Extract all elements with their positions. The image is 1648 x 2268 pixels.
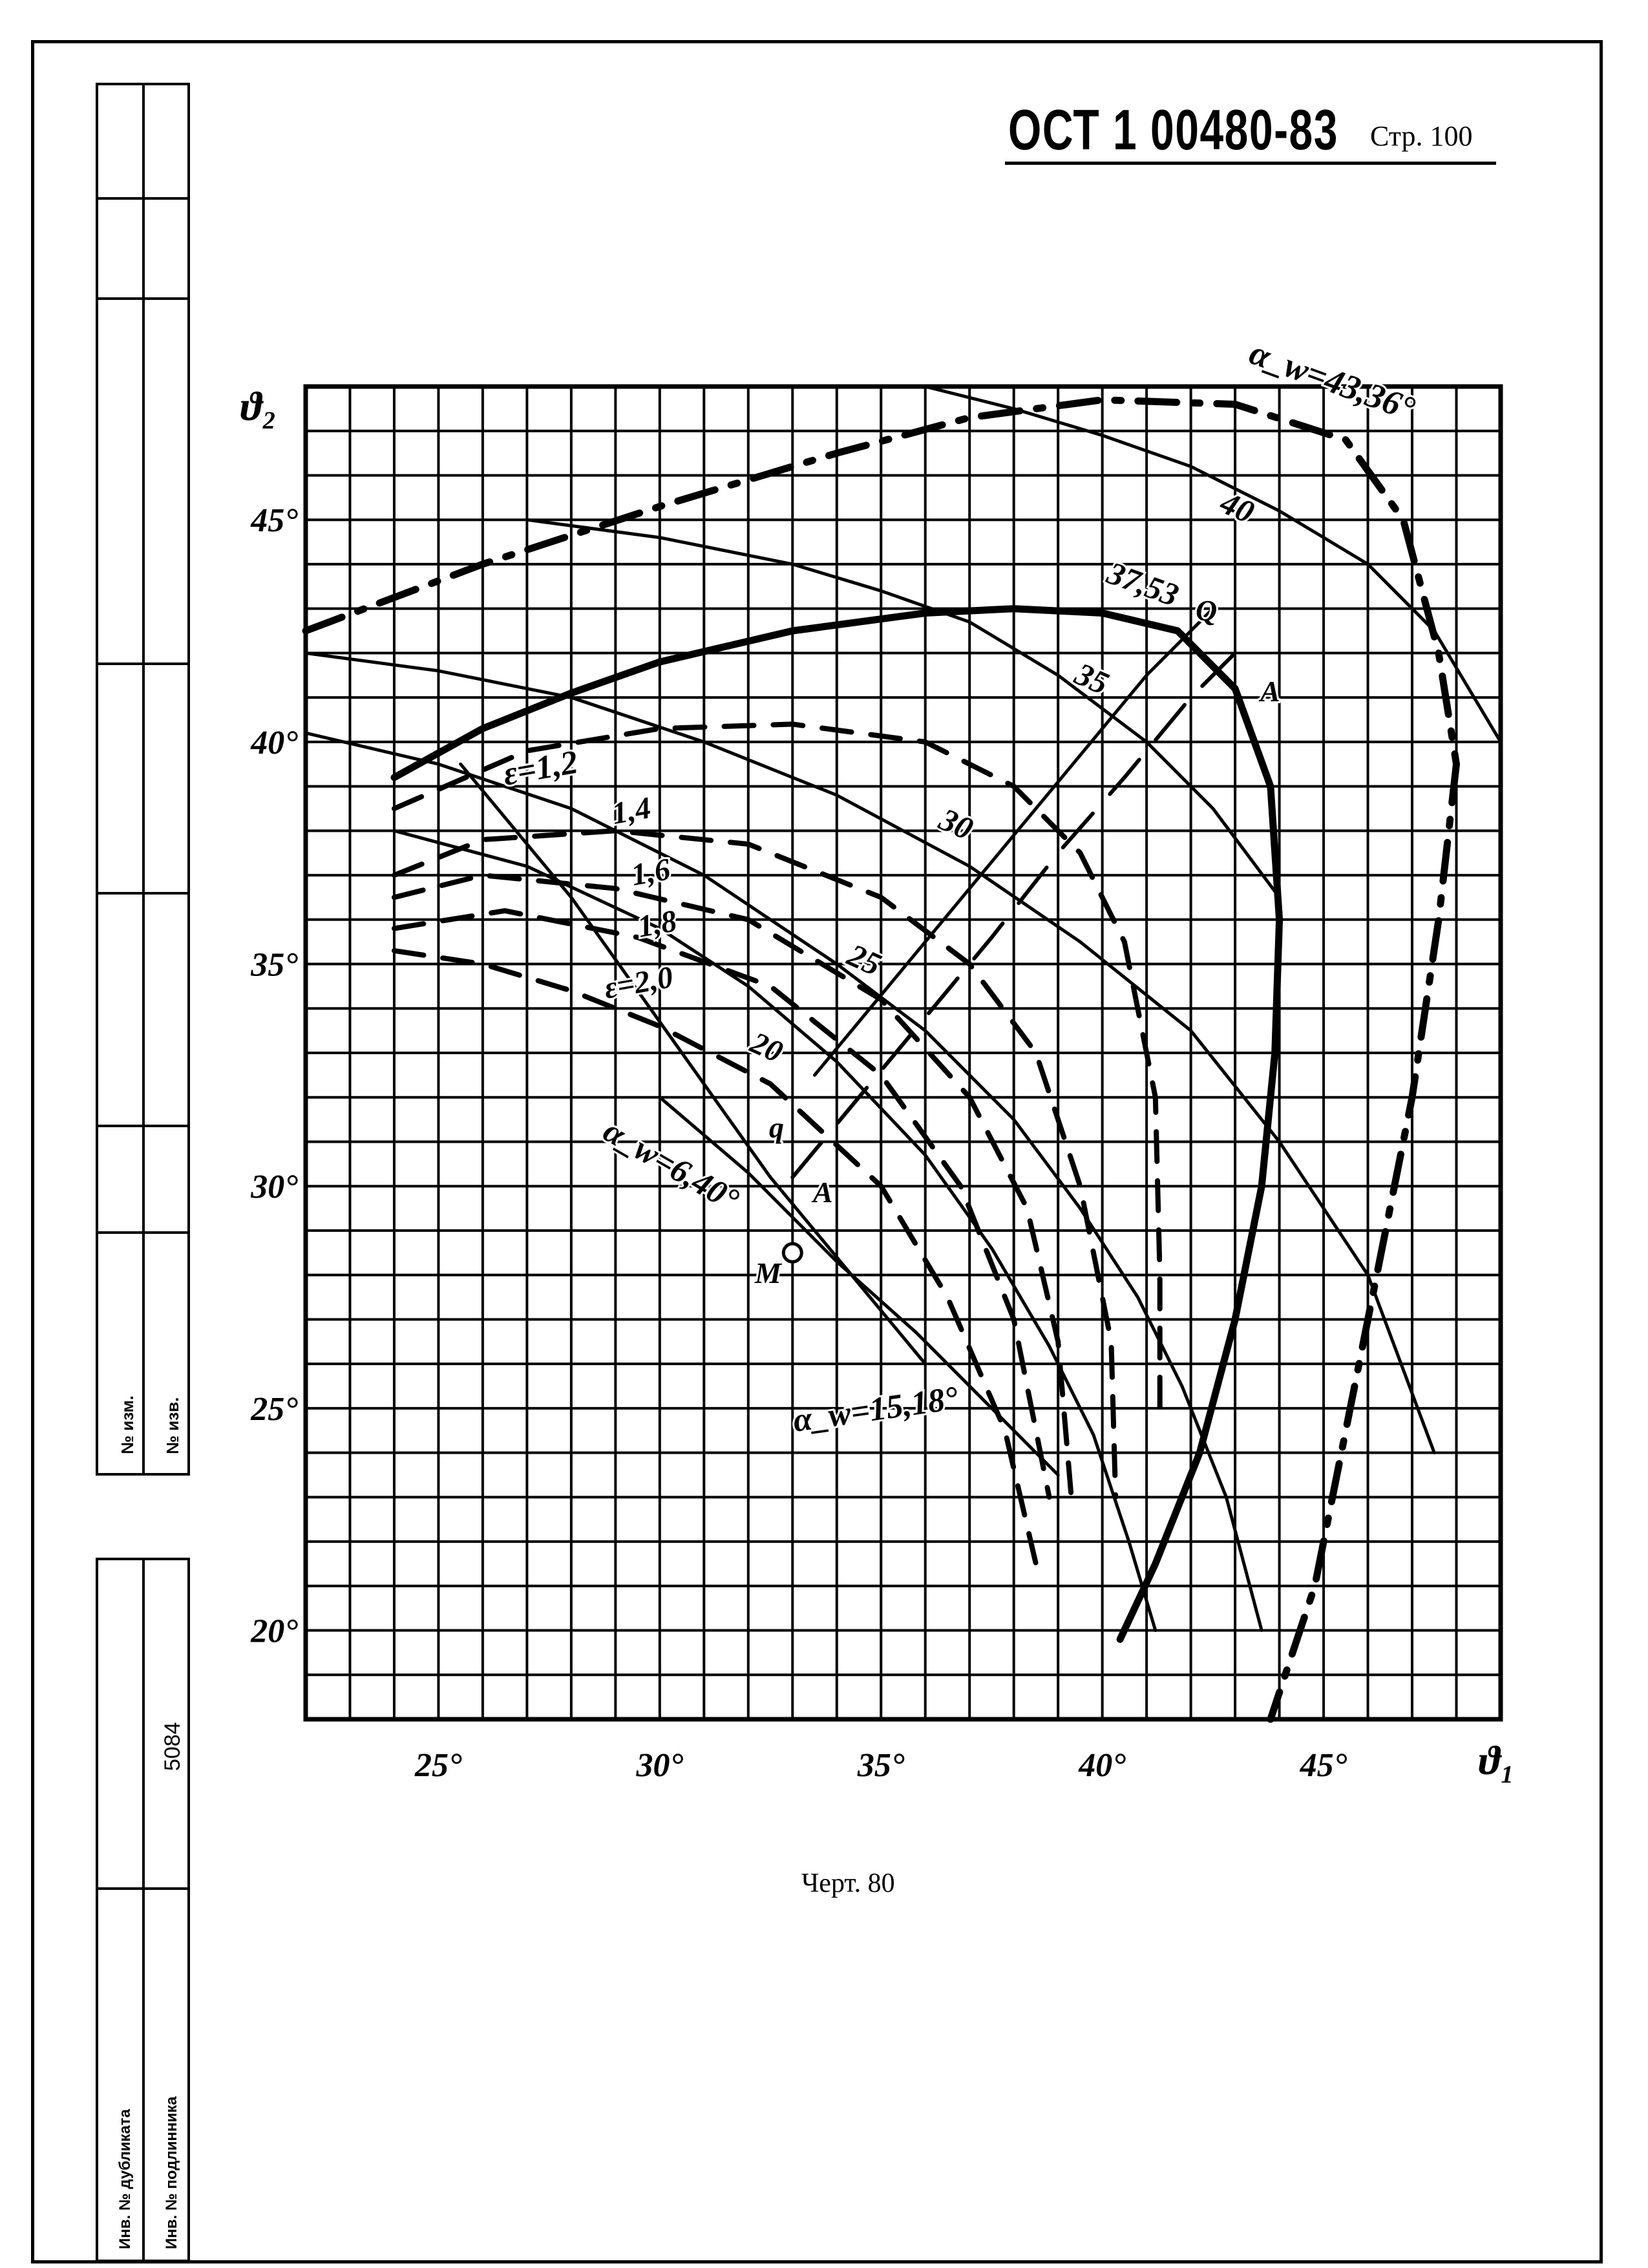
- chart-annotation: A: [1258, 675, 1280, 708]
- stamp-row-line: [96, 662, 190, 665]
- series-line-2: [390, 605, 1284, 924]
- chart-points: [781, 1242, 803, 1264]
- stamp-row-line: [96, 892, 190, 895]
- stamp-row-line: [96, 197, 190, 200]
- chart-annotation: α_w=6,40°: [597, 1112, 745, 1219]
- y-tick-label: 25°: [250, 1391, 298, 1428]
- series-line-4: [924, 385, 1503, 744]
- chart-grid: [304, 385, 1502, 1721]
- chart-annotation: 20: [745, 1025, 788, 1069]
- series-line-8: [392, 829, 1157, 1632]
- chart-annotation: 40: [1215, 483, 1260, 530]
- y-tick-label: 30°: [250, 1169, 298, 1205]
- x-tick-label: 35°: [857, 1747, 905, 1784]
- x-tick-label: 40°: [1078, 1747, 1126, 1784]
- series-line-7: [304, 731, 1263, 1632]
- series-line-14: [813, 607, 1215, 1077]
- series-line-15: [790, 642, 1246, 1180]
- stamp-divider: [142, 83, 145, 1476]
- stamp-row-line: [96, 1887, 190, 1890]
- stamp-divider: [142, 1558, 145, 2262]
- x-tick-labels: 25° 30° 35° 40° 45°: [414, 1747, 1347, 1784]
- header-underline: [1005, 162, 1496, 165]
- point-marker: [781, 1242, 803, 1264]
- sheet-frame: [31, 40, 1603, 2263]
- series-line-12: [392, 908, 1052, 1500]
- series-line-16: [459, 762, 927, 1366]
- figure-caption: Черт. 80: [801, 1869, 895, 1898]
- chart-annotation: 1,4: [609, 790, 653, 831]
- chart-annotation: 1,6: [629, 852, 673, 893]
- stamp-row-line: [96, 1125, 190, 1127]
- series-line-9: [392, 721, 1163, 1411]
- series-line-1: [1267, 760, 1460, 1723]
- series-line-0: [302, 396, 1460, 768]
- chart-series: [302, 385, 1503, 1723]
- series-line-13: [392, 948, 1039, 1567]
- stamp-row-line: [96, 1231, 190, 1234]
- y-axis-label: ϑ₂: [240, 383, 277, 429]
- chart-annotation: q: [769, 1111, 784, 1144]
- chart-annotation: 35: [1070, 655, 1114, 701]
- chart-annotation: Q: [1196, 594, 1217, 627]
- y-tick-label: 20°: [250, 1613, 298, 1650]
- chart-annotation: M: [754, 1256, 783, 1289]
- plot-border: [303, 384, 1503, 1722]
- document-code: ОСТ 1 00480-83: [1008, 98, 1338, 162]
- chart-annotation: 30: [934, 800, 978, 847]
- series-line-3: [1116, 916, 1284, 1643]
- x-tick-label: 25°: [414, 1747, 462, 1784]
- y-tick-labels: 20° 25° 30° 35° 40° 45°: [250, 502, 298, 1649]
- y-tick-label: 45°: [250, 502, 298, 539]
- series-line-11: [392, 873, 1074, 1500]
- page-number: Стр. 100: [1370, 120, 1473, 152]
- x-tick-label: 45°: [1300, 1747, 1347, 1784]
- x-tick-label: 30°: [635, 1747, 683, 1784]
- y-tick-label: 35°: [250, 947, 298, 984]
- chart-annotation: ε=1,2: [500, 744, 580, 793]
- chart-annotation: ε=2,0: [602, 960, 676, 1006]
- chart-annotation: A: [811, 1176, 833, 1209]
- chart-annotations: α_w=43,36°4037,5335302520ε=1,21,41,61,8ε…: [498, 331, 1422, 1441]
- series-line-5: [525, 518, 1282, 899]
- chart-annotation: 1,8: [635, 904, 679, 944]
- series-line-6: [304, 651, 1436, 1455]
- series-line-10: [392, 828, 1119, 1500]
- chart-annotation: α_w=15,18°: [791, 1380, 961, 1439]
- stamp-row-line: [96, 297, 190, 300]
- y-tick-label: 40°: [250, 725, 298, 761]
- series-line-17: [658, 1096, 1060, 1477]
- x-axis-label: ϑ₁: [1479, 1737, 1515, 1783]
